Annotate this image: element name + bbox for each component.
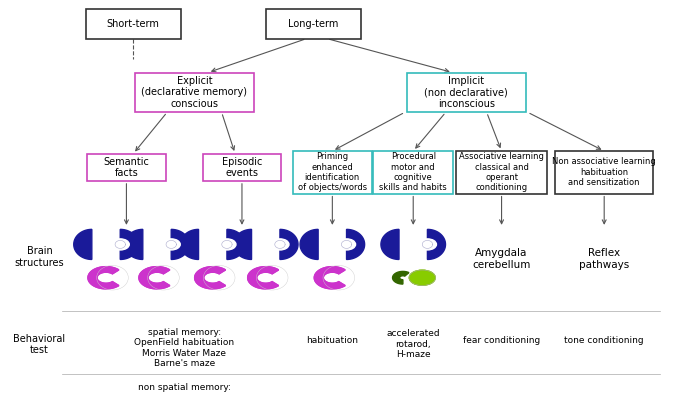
Ellipse shape [177, 227, 249, 262]
Polygon shape [125, 229, 143, 260]
Polygon shape [121, 229, 138, 260]
Text: Long-term: Long-term [288, 19, 338, 28]
Polygon shape [428, 229, 445, 260]
Text: Short-term: Short-term [107, 19, 159, 28]
Ellipse shape [230, 227, 301, 262]
Ellipse shape [409, 270, 435, 285]
Polygon shape [97, 239, 99, 250]
Polygon shape [88, 267, 118, 289]
Ellipse shape [71, 227, 142, 262]
FancyBboxPatch shape [135, 73, 254, 112]
Polygon shape [314, 267, 345, 289]
Polygon shape [339, 239, 342, 250]
Polygon shape [227, 229, 245, 260]
Polygon shape [272, 239, 275, 250]
Polygon shape [280, 229, 298, 260]
Polygon shape [219, 239, 223, 250]
Ellipse shape [378, 227, 449, 262]
FancyBboxPatch shape [456, 151, 547, 194]
FancyBboxPatch shape [293, 151, 372, 194]
Text: Behavioral
test: Behavioral test [14, 334, 65, 355]
FancyBboxPatch shape [373, 151, 453, 194]
Text: Reflex
pathways: Reflex pathways [579, 248, 629, 270]
Bar [104, 229, 108, 260]
Text: Priming
enhanced
identification
of objects/words: Priming enhanced identification of objec… [298, 152, 367, 192]
FancyBboxPatch shape [555, 151, 654, 194]
FancyBboxPatch shape [266, 9, 361, 38]
Text: Semantic
facts: Semantic facts [104, 156, 149, 178]
Ellipse shape [121, 227, 193, 262]
Ellipse shape [297, 227, 368, 262]
Text: habituation: habituation [306, 336, 358, 345]
Bar [330, 229, 334, 260]
Polygon shape [256, 239, 259, 250]
Polygon shape [195, 267, 225, 289]
Polygon shape [248, 267, 279, 289]
Polygon shape [248, 267, 279, 289]
Text: Explicit
(declarative memory)
conscious: Explicit (declarative memory) conscious [142, 76, 247, 109]
Polygon shape [347, 229, 364, 260]
FancyBboxPatch shape [407, 73, 526, 112]
FancyBboxPatch shape [86, 9, 180, 38]
Polygon shape [74, 229, 92, 260]
Ellipse shape [409, 270, 436, 286]
Polygon shape [171, 229, 189, 260]
Polygon shape [112, 239, 116, 250]
Text: tone conditioning: tone conditioning [565, 336, 644, 345]
Text: fear conditioning: fear conditioning [463, 336, 540, 345]
Polygon shape [88, 267, 118, 289]
Polygon shape [314, 267, 345, 289]
Ellipse shape [97, 266, 128, 290]
FancyBboxPatch shape [203, 154, 281, 181]
Polygon shape [234, 229, 251, 260]
Ellipse shape [409, 270, 435, 285]
Text: Associative learning
classical and
operant
conditioning: Associative learning classical and opera… [459, 152, 544, 192]
Bar [155, 229, 159, 260]
Circle shape [418, 239, 437, 250]
Polygon shape [203, 239, 206, 250]
Ellipse shape [148, 266, 179, 290]
Bar [211, 229, 215, 260]
FancyBboxPatch shape [87, 154, 165, 181]
Polygon shape [139, 267, 170, 289]
Ellipse shape [204, 266, 235, 290]
Text: Episodic
events: Episodic events [222, 156, 262, 178]
Circle shape [162, 239, 180, 250]
Ellipse shape [323, 266, 354, 290]
Polygon shape [147, 239, 151, 250]
Circle shape [111, 239, 129, 250]
Polygon shape [323, 239, 326, 250]
Polygon shape [381, 229, 399, 260]
Text: Amygdala
cerebellum: Amygdala cerebellum [473, 248, 530, 270]
Bar [411, 229, 415, 260]
Circle shape [218, 239, 236, 250]
Polygon shape [300, 229, 318, 260]
Polygon shape [139, 267, 170, 289]
Text: non spatial memory:: non spatial memory: [138, 383, 231, 392]
Polygon shape [163, 239, 167, 250]
Text: spatial memory:
OpenField habituation
Morris Water Maze
Barne's maze: spatial memory: OpenField habituation Mo… [134, 328, 234, 368]
Polygon shape [180, 229, 199, 260]
Text: accelerated
rotarod,
H-maze: accelerated rotarod, H-maze [386, 329, 440, 359]
Ellipse shape [257, 266, 287, 290]
Text: Non associative learning
habituation
and sensitization: Non associative learning habituation and… [552, 158, 656, 187]
Polygon shape [404, 239, 407, 250]
Text: Procedural
motor and
cognitive
skills and habits: Procedural motor and cognitive skills an… [379, 152, 447, 192]
Polygon shape [195, 267, 225, 289]
Polygon shape [419, 239, 423, 250]
Circle shape [338, 239, 355, 250]
Text: Brain
structures: Brain structures [14, 246, 64, 268]
Circle shape [271, 239, 289, 250]
Bar [264, 229, 268, 260]
Text: Implicit
(non declarative)
inconscious: Implicit (non declarative) inconscious [424, 76, 508, 109]
Polygon shape [392, 271, 409, 284]
